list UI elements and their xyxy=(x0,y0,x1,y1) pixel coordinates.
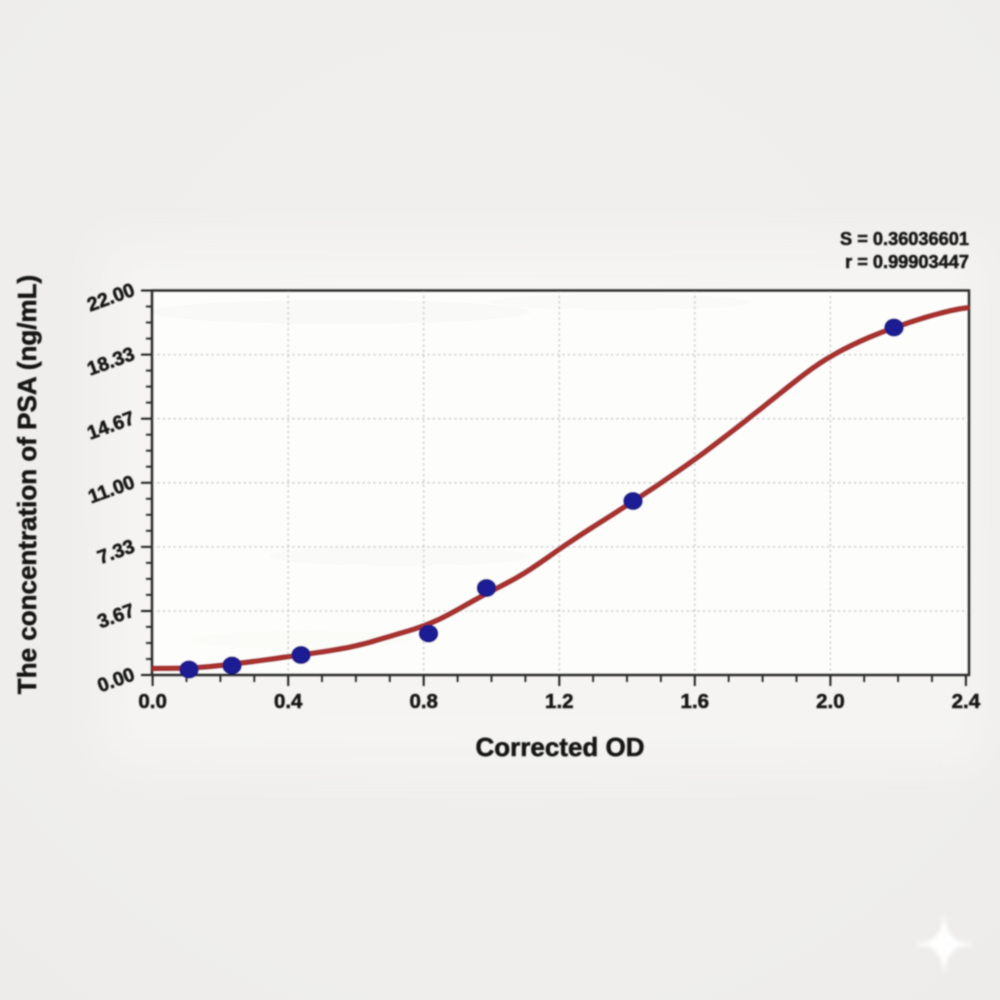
svg-text:1.2: 1.2 xyxy=(545,690,574,713)
svg-text:The concentration of PSA (ng/m: The concentration of PSA (ng/mL) xyxy=(12,275,42,694)
svg-text:7.33: 7.33 xyxy=(95,535,138,569)
svg-text:1.6: 1.6 xyxy=(681,690,710,713)
svg-text:0.0: 0.0 xyxy=(138,690,167,713)
svg-text:Corrected OD: Corrected OD xyxy=(475,732,644,762)
svg-text:0.4: 0.4 xyxy=(274,690,303,713)
svg-text:2.4: 2.4 xyxy=(952,690,981,713)
svg-text:0.8: 0.8 xyxy=(409,690,438,713)
svg-text:r = 0.99903447: r = 0.99903447 xyxy=(845,252,969,272)
svg-text:2.0: 2.0 xyxy=(816,690,845,713)
svg-text:S = 0.36036601: S = 0.36036601 xyxy=(840,229,969,249)
